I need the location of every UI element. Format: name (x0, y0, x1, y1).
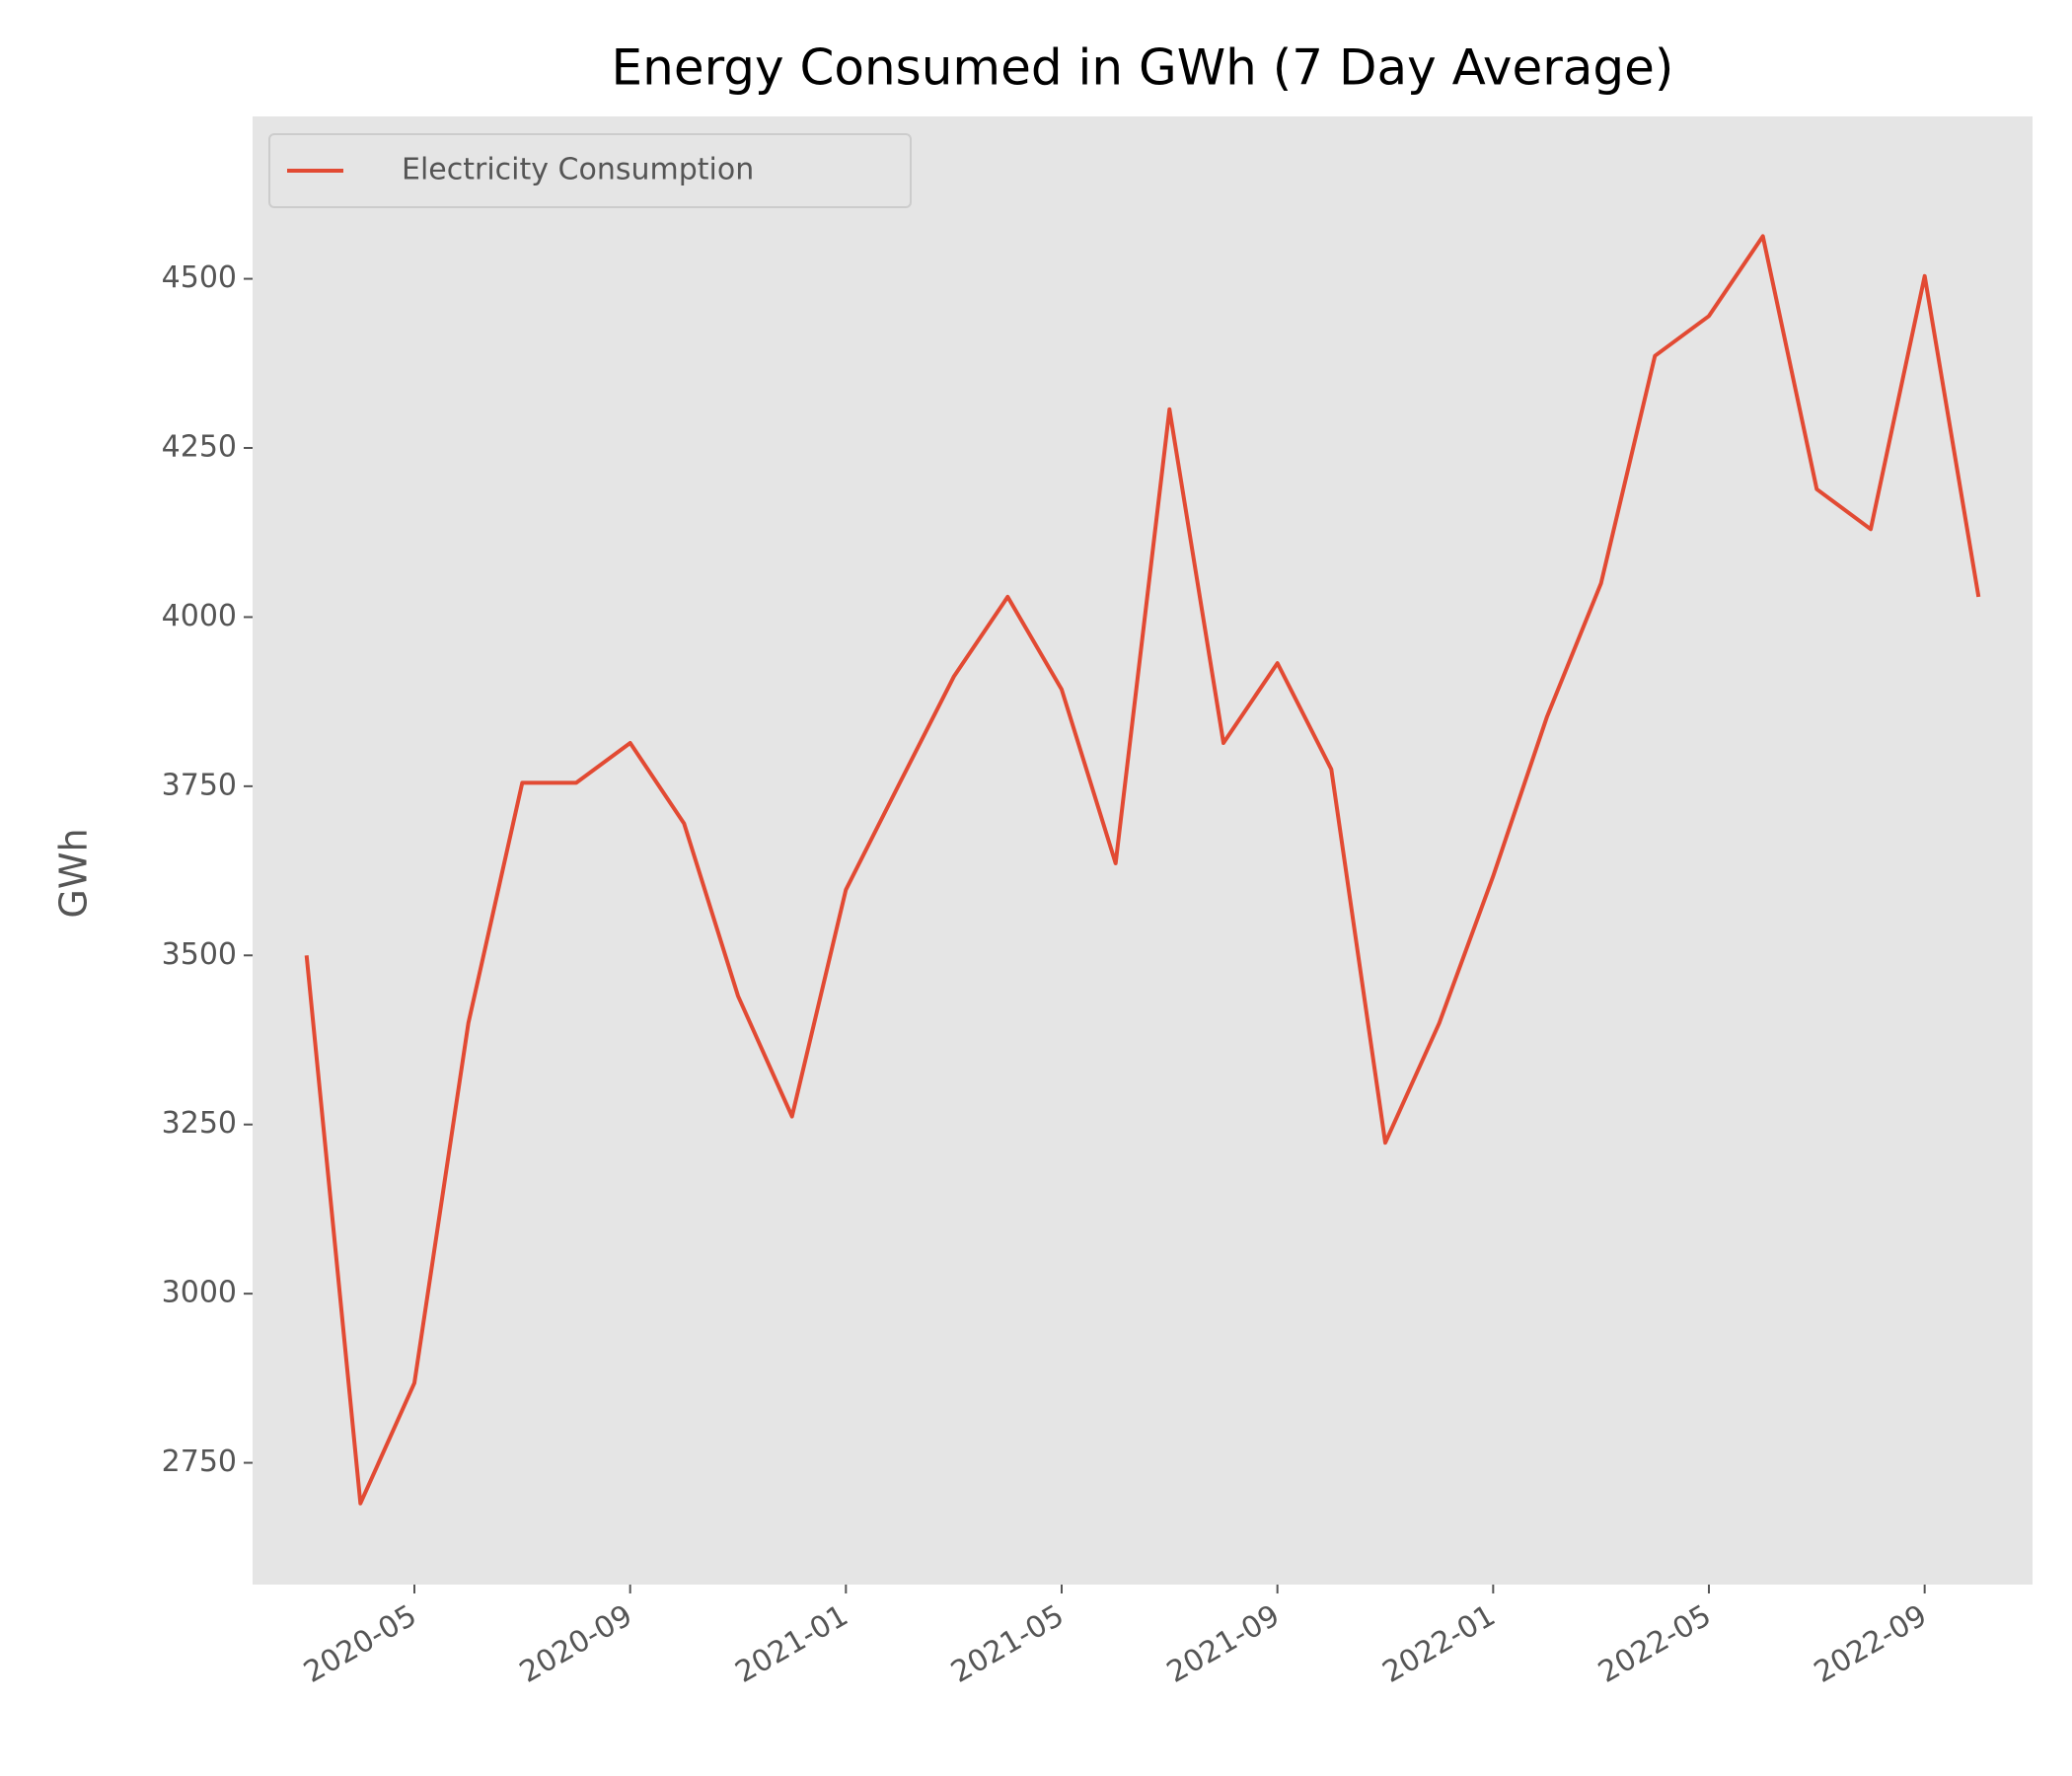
x-tick-label: 2020-09 (514, 1598, 638, 1690)
y-tick-label: 2750 (162, 1444, 237, 1479)
y-tick-label: 4000 (162, 599, 237, 633)
y-tick-label: 3000 (162, 1276, 237, 1310)
data-line (304, 234, 1981, 1506)
legend-box (268, 133, 912, 208)
x-tick-label: 2022-01 (1377, 1598, 1502, 1690)
x-tick-label: 2020-05 (298, 1598, 422, 1690)
x-tick-label: 2021-05 (945, 1598, 1070, 1690)
y-tick-label: 3250 (162, 1106, 237, 1141)
y-tick-label: 3750 (162, 768, 237, 802)
x-tick-label: 2021-09 (1161, 1598, 1286, 1690)
y-axis-label: GWh (52, 828, 96, 918)
x-tick-label: 2021-01 (730, 1598, 854, 1690)
y-tick-label: 4250 (162, 430, 237, 465)
chart-title: Energy Consumed in GWh (7 Day Average) (612, 39, 1674, 97)
x-tick-label: 2022-05 (1592, 1598, 1717, 1690)
y-tick-label: 4500 (162, 260, 237, 295)
y-tick-label: 3500 (162, 937, 237, 972)
x-tick-label: 2022-09 (1809, 1598, 1933, 1690)
plot-area (253, 116, 2033, 1585)
legend-label: Electricity Consumption (402, 153, 754, 187)
legend: Electricity Consumption (268, 133, 912, 208)
